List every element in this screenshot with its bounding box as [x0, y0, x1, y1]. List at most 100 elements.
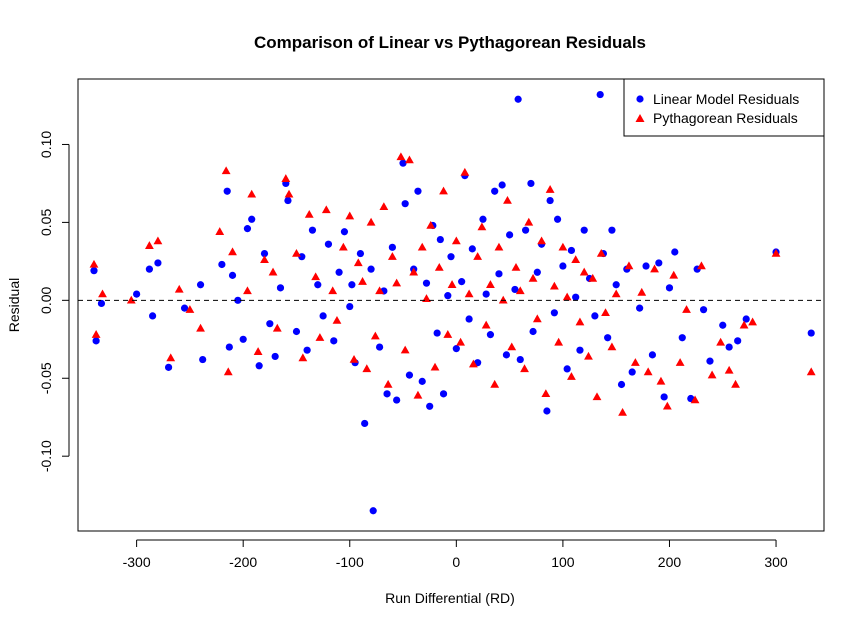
linear-residual-point — [479, 215, 487, 223]
pythagorean-residual-point — [315, 333, 325, 341]
linear-residual-point — [636, 304, 644, 312]
plot-frame — [77, 78, 825, 532]
linear-residual-point — [260, 249, 269, 258]
x-axis: -300 -200 -100 0 100 200 300 — [123, 539, 788, 570]
linear-residual-point — [678, 334, 686, 342]
linear-residual-point — [340, 228, 349, 236]
pythagorean-residual-point — [298, 353, 308, 362]
pythagorean-residual-point — [624, 261, 634, 270]
pythagorean-residual-point — [392, 278, 402, 287]
pythagorean-residual-point — [697, 261, 706, 270]
linear-residual-point — [346, 302, 354, 311]
linear-residual-point — [433, 329, 441, 337]
linear-residual-point — [196, 281, 205, 289]
pythagorean-residual-point — [405, 155, 414, 164]
pythagorean-residual-point — [562, 292, 572, 301]
pythagorean-residual-point — [731, 379, 740, 388]
pythagorean-residual-point — [537, 236, 546, 245]
pythagorean-residual-point — [443, 330, 453, 338]
linear-residual-point — [369, 507, 377, 515]
linear-residual-point — [447, 253, 455, 261]
x-tick-label: -300 — [123, 554, 151, 570]
linear-residual-point — [699, 306, 708, 314]
legend-marker-linear — [636, 95, 644, 103]
y-tick-label: 0.00 — [38, 286, 54, 313]
linear-residual-point — [154, 259, 162, 267]
x-tick-label: 200 — [658, 554, 682, 570]
linear-residual-point — [228, 271, 237, 279]
linear-residual-point — [324, 240, 333, 248]
linear-residual-point — [591, 312, 599, 320]
pythagorean-residual-point — [601, 308, 610, 316]
pythagorean-residual-point — [494, 242, 504, 251]
pythagorean-residual-point — [486, 280, 495, 288]
pythagorean-residual-point — [637, 287, 647, 296]
pythagorean-residual-point — [126, 295, 136, 304]
pythagorean-residual-point — [358, 277, 367, 285]
linear-residual-point — [401, 200, 409, 208]
pythagorean-residual-point — [707, 370, 717, 379]
linear-residual-point — [444, 292, 452, 300]
pythagorean-residual-point — [366, 217, 376, 226]
pythagorean-residual-point — [541, 389, 551, 398]
linear-residual-point — [292, 327, 301, 336]
linear-residual-point — [149, 312, 157, 320]
linear-residual-point — [248, 215, 256, 223]
pythagorean-residual-point — [145, 241, 154, 249]
linear-residual-point — [706, 357, 714, 365]
linear-residual-point — [529, 327, 537, 336]
pythagorean-residual-point — [481, 320, 491, 329]
pythagorean-residual-point — [643, 367, 653, 376]
linear-residual-point — [572, 293, 580, 301]
chart-title: Comparison of Linear vs Pythagorean Resi… — [254, 33, 646, 52]
linear-residual-point — [414, 187, 422, 195]
pythagorean-residual-point — [304, 210, 314, 218]
linear-residual-point — [612, 281, 620, 289]
linear-residual-point — [563, 365, 571, 373]
linear-residual-point — [90, 267, 98, 275]
legend: Linear Model Residuals Pythagorean Resid… — [623, 78, 825, 137]
pythagorean-residual-point — [558, 242, 568, 251]
linear-residual-point — [604, 334, 612, 342]
pythagorean-residual-point — [153, 236, 163, 245]
pythagorean-residual-point — [311, 272, 321, 281]
linear-residual-point — [223, 187, 231, 195]
linear-residual-point — [628, 368, 636, 376]
linear-residual-point — [533, 268, 541, 276]
pythagorean-residual-point — [592, 392, 602, 401]
linear-residual-point — [388, 243, 396, 251]
pythagorean-residual-point — [596, 248, 606, 257]
linear-residual-point — [97, 299, 106, 308]
pythagorean-residual-point — [345, 211, 355, 220]
pythagorean-residual-point — [196, 323, 205, 332]
linear-residual-point — [734, 337, 742, 345]
linear-residual-point — [405, 371, 414, 379]
linear-residual-point — [648, 351, 657, 359]
y-axis: -0.10 -0.05 0.00 0.05 0.10 — [38, 131, 70, 472]
pythagorean-residual-point — [690, 395, 700, 404]
linear-residual-point — [527, 179, 535, 188]
pythagorean-residual-point — [464, 289, 474, 298]
pythagorean-residual-point — [328, 286, 338, 295]
linear-residual-point — [383, 390, 391, 398]
linear-residual-point — [546, 196, 554, 205]
linear-residual-point — [511, 285, 519, 294]
pythagorean-residual-point — [507, 342, 517, 351]
pythagorean-residual-point — [338, 242, 348, 251]
linear-residual-point — [486, 331, 495, 339]
linear-residual-point — [393, 396, 401, 404]
linear-residual-point — [243, 225, 252, 233]
pythagorean-residual-point — [166, 353, 176, 362]
linear-residual-point — [164, 363, 173, 371]
linear-residual-point — [330, 337, 338, 345]
linear-residual-point — [742, 315, 750, 323]
pythagorean-residual-point — [575, 317, 585, 326]
pythagorean-residual-point — [292, 248, 301, 257]
linear-residual-point — [298, 253, 306, 261]
pythagorean-residual-point — [451, 236, 461, 245]
pythagorean-residual-point — [387, 252, 397, 260]
x-axis-label: Run Differential (RD) — [385, 590, 515, 606]
pythagorean-residual-point — [460, 167, 470, 176]
linear-residual-point — [234, 296, 242, 304]
